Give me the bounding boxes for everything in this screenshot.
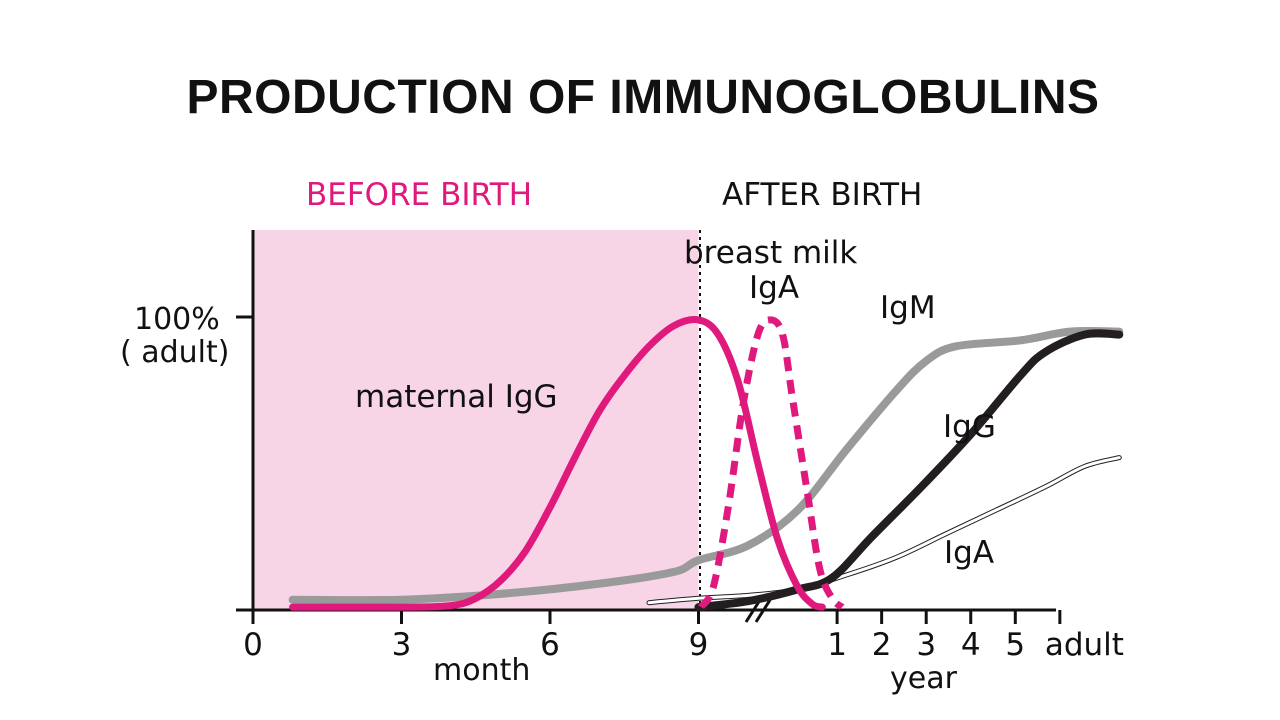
x-tick-label-year-5: 5 (1005, 627, 1025, 663)
before-birth-region (253, 230, 699, 610)
y-tick-label-adult: ( adult) (120, 335, 229, 370)
x-axis-label-month: month (433, 653, 530, 688)
after-birth-label: AFTER BIRTH (722, 177, 922, 213)
label-breast-milk: breast milk (684, 235, 857, 271)
series-iga-inner (647, 456, 1121, 605)
y-tick-label-100: 100% (134, 302, 220, 337)
x-tick-label-year-4: 4 (961, 627, 981, 663)
x-tick-label-year-2: 2 (872, 627, 892, 663)
before-birth-label: BEFORE BIRTH (306, 177, 532, 213)
x-tick-label-month-3: 3 (392, 627, 412, 663)
series-iga (646, 455, 1122, 606)
series-breast-milk-iga (697, 316, 845, 610)
series-igm (288, 326, 1124, 605)
x-tick-label-month-0: 0 (243, 627, 263, 663)
label-iga: IgA (944, 535, 994, 571)
x-axis-label-year: year (890, 661, 958, 696)
series-maternal-igg (289, 316, 826, 611)
label-igm: IgM (880, 290, 936, 326)
x-tick-label-month-6: 6 (540, 627, 560, 663)
x-tick-label-year-3: 3 (916, 627, 936, 663)
x-tick-label-month-9: 9 (689, 627, 709, 663)
series-igg (694, 329, 1124, 612)
label-breast-milk-iga: IgA (749, 270, 799, 306)
label-maternal-igg: maternal IgG (355, 379, 558, 415)
x-tick-label-year-1: 1 (827, 627, 847, 663)
label-igg: IgG (943, 409, 996, 445)
axis-break-marker (744, 599, 772, 623)
x-tick-label-year-adult: adult (1045, 627, 1124, 663)
chart-title: PRODUCTION OF IMMUNOGLOBULINS (186, 71, 1100, 124)
